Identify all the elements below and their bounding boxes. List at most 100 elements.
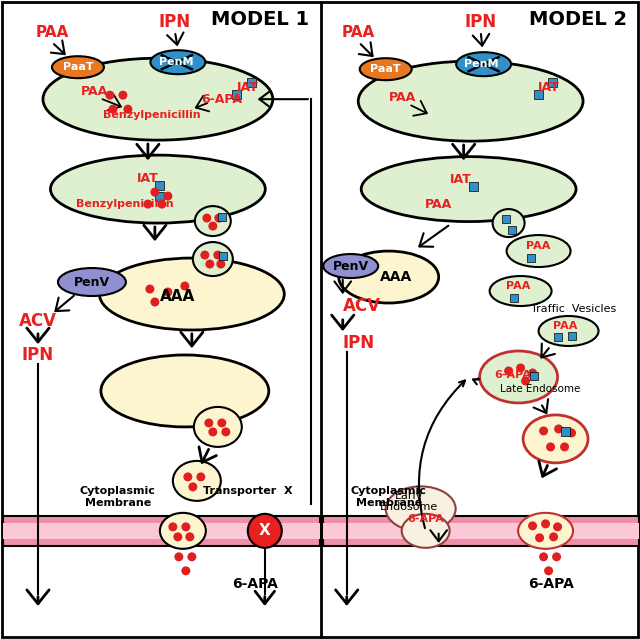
Ellipse shape (358, 61, 583, 141)
Text: PAA: PAA (389, 91, 416, 104)
Text: MODEL 2: MODEL 2 (529, 10, 628, 29)
Circle shape (209, 222, 218, 231)
Circle shape (546, 442, 555, 451)
Ellipse shape (361, 157, 576, 222)
Text: IAT: IAT (137, 172, 159, 185)
Ellipse shape (518, 513, 573, 549)
Circle shape (218, 419, 227, 427)
Circle shape (200, 250, 209, 259)
Ellipse shape (539, 316, 598, 346)
Circle shape (204, 419, 213, 427)
Ellipse shape (493, 209, 525, 237)
Circle shape (541, 520, 550, 528)
Ellipse shape (43, 58, 273, 140)
Circle shape (504, 366, 513, 376)
Circle shape (528, 521, 537, 530)
Text: PaaT: PaaT (63, 62, 93, 72)
Bar (548, 78, 557, 87)
Ellipse shape (101, 355, 269, 427)
Text: PAA: PAA (554, 321, 578, 331)
Circle shape (124, 105, 132, 114)
Ellipse shape (507, 235, 571, 267)
Bar (3, 523, 320, 539)
Circle shape (188, 552, 196, 561)
Text: IAT: IAT (538, 81, 559, 94)
Text: Early: Early (395, 491, 423, 501)
Circle shape (521, 376, 530, 385)
Circle shape (205, 259, 214, 268)
Bar (534, 89, 543, 98)
Ellipse shape (194, 407, 242, 447)
Circle shape (186, 532, 195, 541)
Circle shape (180, 282, 189, 291)
Text: Traffic  Vesicles: Traffic Vesicles (531, 304, 616, 314)
Ellipse shape (193, 242, 233, 276)
Bar (554, 333, 561, 341)
Text: PAA: PAA (342, 25, 375, 40)
Circle shape (118, 91, 127, 100)
Text: PAA: PAA (506, 281, 531, 291)
Text: MODEL 1: MODEL 1 (211, 10, 309, 29)
Ellipse shape (52, 56, 104, 78)
Bar (218, 213, 226, 221)
Bar (529, 372, 538, 380)
Circle shape (554, 424, 563, 433)
Text: Benzylpenicillin: Benzylpenicillin (76, 199, 173, 209)
Ellipse shape (456, 52, 511, 76)
Circle shape (150, 298, 159, 307)
Circle shape (181, 522, 190, 532)
Text: ACV: ACV (343, 297, 381, 315)
Text: 6-APA: 6-APA (494, 370, 531, 380)
Bar (3, 516, 320, 546)
Circle shape (163, 288, 172, 296)
Ellipse shape (323, 254, 378, 278)
Circle shape (221, 427, 230, 436)
Text: PAA: PAA (425, 197, 452, 211)
Bar (247, 78, 256, 87)
Text: Membrane: Membrane (356, 498, 422, 508)
Circle shape (196, 472, 205, 481)
Ellipse shape (360, 58, 412, 80)
Bar (527, 254, 534, 262)
Ellipse shape (386, 486, 456, 532)
Ellipse shape (339, 251, 438, 303)
Circle shape (108, 105, 117, 114)
Circle shape (157, 199, 166, 208)
Text: PenM: PenM (159, 58, 193, 67)
Text: 6-APA: 6-APA (527, 577, 573, 591)
Ellipse shape (195, 206, 231, 236)
Circle shape (544, 566, 553, 575)
Bar (469, 181, 478, 190)
Ellipse shape (99, 258, 284, 330)
Text: IAT: IAT (237, 81, 259, 94)
Bar (323, 516, 639, 546)
Circle shape (216, 259, 225, 268)
Circle shape (150, 188, 159, 197)
Text: IPN: IPN (465, 13, 497, 31)
Text: Late Endosome: Late Endosome (500, 384, 580, 394)
Text: AAA: AAA (380, 270, 412, 284)
Circle shape (560, 442, 569, 451)
Ellipse shape (490, 276, 552, 306)
Bar (232, 89, 241, 98)
Text: 6-APA: 6-APA (232, 577, 278, 591)
Ellipse shape (173, 461, 221, 501)
Text: PenM: PenM (465, 59, 499, 69)
Text: Endosome: Endosome (380, 502, 438, 512)
Text: PaaT: PaaT (371, 64, 401, 74)
Bar (156, 181, 164, 190)
Text: X: X (259, 523, 271, 538)
Bar (508, 226, 516, 234)
Text: AAA: AAA (160, 289, 195, 304)
Circle shape (183, 472, 193, 481)
Text: PenV: PenV (333, 259, 369, 273)
Circle shape (553, 522, 562, 532)
Text: PAA: PAA (526, 241, 551, 251)
Text: IPN: IPN (22, 346, 54, 364)
Text: 6-APA: 6-APA (407, 514, 444, 524)
Ellipse shape (160, 513, 206, 549)
Circle shape (145, 284, 154, 293)
Circle shape (168, 522, 177, 532)
Circle shape (209, 427, 218, 436)
Circle shape (528, 369, 537, 378)
